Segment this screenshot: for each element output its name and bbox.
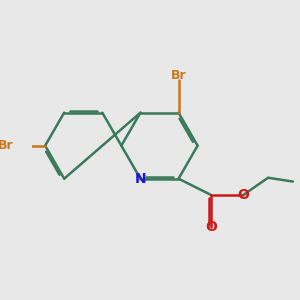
Text: O: O: [205, 220, 217, 234]
Text: N: N: [135, 172, 146, 186]
Text: Br: Br: [171, 69, 186, 82]
Text: O: O: [237, 188, 249, 202]
Text: Br: Br: [0, 139, 14, 152]
